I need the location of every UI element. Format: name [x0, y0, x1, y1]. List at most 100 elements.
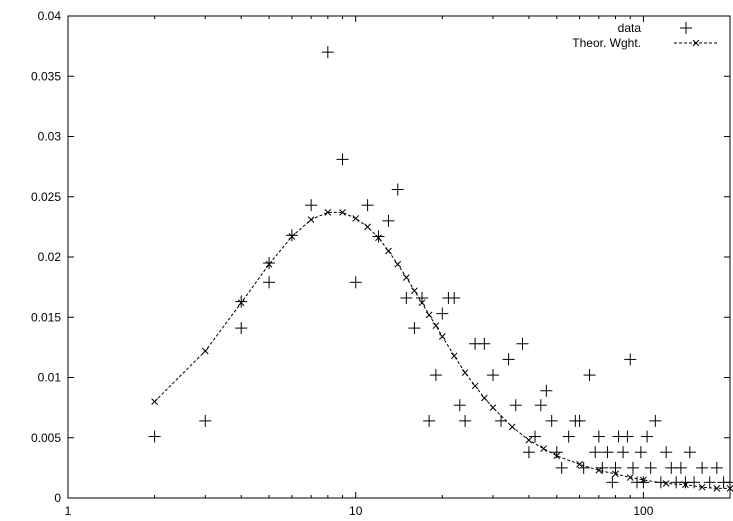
data-point — [637, 476, 650, 489]
data-point — [509, 399, 522, 412]
x-tick-label: 100 — [633, 504, 653, 518]
theor-wght-point — [508, 423, 516, 431]
data-point — [660, 446, 673, 459]
data-point — [263, 276, 276, 289]
data-point — [361, 199, 374, 212]
data-point — [429, 369, 442, 382]
data-point — [235, 295, 248, 308]
data-point — [644, 461, 657, 474]
data-point — [624, 353, 637, 366]
y-tick-label: 0.01 — [38, 371, 62, 385]
theor-wght-point — [461, 369, 469, 377]
data-point — [448, 291, 461, 304]
data-point — [606, 476, 619, 489]
theor-wght-point — [540, 445, 547, 452]
data-point — [589, 446, 602, 459]
y-tick-label: 0.015 — [31, 310, 61, 324]
data-point — [562, 430, 575, 443]
theor-wght-point — [394, 260, 402, 268]
x-tick-label: 10 — [349, 504, 363, 518]
theor-wght-point — [411, 287, 418, 295]
data-point — [263, 257, 276, 270]
data-point — [649, 414, 662, 427]
data-point — [436, 307, 449, 320]
theor-wght-point — [201, 347, 209, 355]
data-point — [321, 46, 334, 59]
data-point — [601, 446, 614, 459]
theor-wght-point — [438, 333, 446, 340]
data-point — [349, 276, 362, 289]
data-point — [688, 476, 701, 489]
theor-wght-point — [324, 209, 332, 216]
theor-wght-point — [640, 476, 647, 484]
data-point — [724, 476, 733, 489]
data-point — [577, 461, 590, 474]
y-tick-label: 0.02 — [38, 250, 62, 264]
data-point — [621, 430, 634, 443]
theor-wght-point — [576, 460, 583, 468]
theor-wght-point — [595, 466, 603, 474]
data-point — [626, 461, 639, 474]
theor-wght-point — [265, 260, 273, 268]
data-point — [285, 229, 298, 242]
theor-wght-point — [713, 485, 721, 492]
theor-wght-point — [450, 352, 458, 360]
legend-sample-theor-wght-marker — [692, 39, 700, 47]
data-point — [573, 414, 586, 427]
data-point — [408, 322, 421, 335]
series-data — [148, 46, 733, 489]
theor-wght-point — [151, 398, 158, 405]
theor-wght-point — [364, 223, 371, 231]
data-point — [453, 399, 466, 412]
theor-wght-point — [418, 299, 426, 307]
plot-frame — [67, 15, 731, 499]
y-tick-label: 0 — [54, 491, 61, 505]
data-point — [634, 446, 647, 459]
theor-wght-point — [385, 247, 392, 255]
data-point — [674, 461, 687, 474]
theor-wght-point — [237, 299, 245, 307]
data-point — [683, 446, 696, 459]
y-tick-label: 0.03 — [38, 130, 62, 144]
data-point — [703, 476, 716, 489]
data-point — [391, 183, 404, 196]
axes: 0 0.005 0.01 0.015 0.02 0.025 0.03 0.035 0.04 1 10… — [31, 9, 731, 518]
theor-wght-point — [525, 436, 533, 444]
y-tick-label: 0.04 — [38, 9, 62, 23]
data-point — [478, 337, 491, 350]
theor-wght-point — [480, 394, 488, 402]
data-point — [495, 414, 508, 427]
data-point — [545, 414, 558, 427]
data-point — [540, 384, 553, 397]
theor-wght-point — [403, 274, 410, 281]
data-point — [486, 369, 499, 382]
data-point — [609, 461, 622, 474]
data-point — [199, 414, 212, 427]
theor-wght-point — [682, 481, 689, 489]
data-point — [529, 430, 542, 443]
y-tick-label: 0.005 — [31, 431, 61, 445]
data-point — [522, 446, 535, 459]
theor-wght-point — [612, 470, 619, 478]
y-tick-label: 0.035 — [31, 69, 61, 83]
data-point — [305, 199, 318, 212]
data-point — [583, 369, 596, 382]
theor-wght-point — [626, 474, 634, 481]
data-point — [596, 461, 609, 474]
data-point — [641, 430, 654, 443]
legend-label-data: data — [618, 21, 642, 35]
x-tick-label: 1 — [65, 504, 72, 518]
data-point — [710, 461, 723, 474]
data-point — [502, 353, 515, 366]
data-point — [555, 461, 568, 474]
data-point — [148, 430, 161, 443]
legend-sample-theor-wght — [674, 39, 718, 47]
theor-wght-point — [375, 234, 382, 242]
theor-wght-point — [698, 483, 706, 491]
data-point — [372, 230, 385, 243]
data-point — [617, 446, 630, 459]
theor-wght-point — [288, 233, 296, 240]
theor-wght-point — [352, 215, 360, 222]
theor-wght-point — [432, 322, 440, 330]
